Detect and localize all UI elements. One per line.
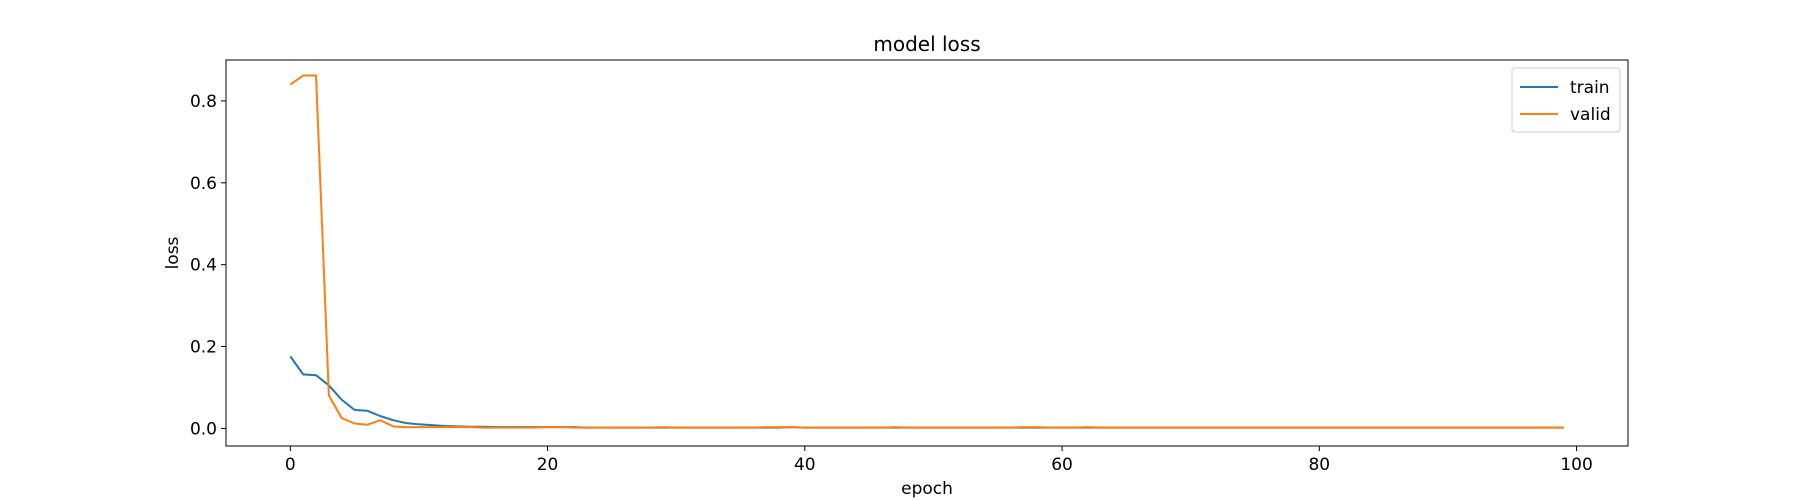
x-tick-label: 60 <box>1051 455 1073 475</box>
y-tick-label: 0.4 <box>190 256 217 276</box>
plot-frame <box>225 59 1629 447</box>
y-tick-label: 0.6 <box>190 174 217 194</box>
x-axis-label: epoch <box>901 479 953 499</box>
x-tick-label: 100 <box>1560 455 1592 475</box>
series-layer <box>289 74 1564 429</box>
y-tick-label: 0.0 <box>190 419 217 439</box>
chart-title: model loss <box>873 32 980 56</box>
x-tick-label: 20 <box>537 455 559 475</box>
series-line-valid <box>289 74 1564 429</box>
x-tick-label: 80 <box>1308 455 1330 475</box>
legend: train valid <box>1511 67 1621 133</box>
x-tick-label: 0 <box>285 455 296 475</box>
legend-label-valid: valid <box>1570 105 1611 125</box>
x-axis-ticks: 0 20 40 60 80 100 <box>285 446 1593 475</box>
y-axis-label: loss <box>163 236 183 269</box>
y-tick-label: 0.2 <box>190 338 217 358</box>
legend-label-train: train <box>1570 78 1610 98</box>
x-tick-label: 40 <box>794 455 816 475</box>
y-tick-label: 0.8 <box>190 92 217 112</box>
legend-box <box>1511 67 1621 133</box>
y-axis-ticks: 0.0 0.2 0.4 0.6 0.8 <box>190 92 226 439</box>
